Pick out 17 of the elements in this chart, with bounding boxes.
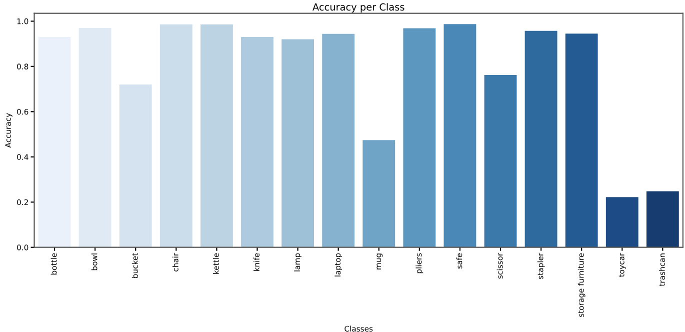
- bar: [403, 28, 436, 248]
- bar: [362, 140, 396, 248]
- bar: [484, 75, 517, 248]
- bar: [444, 24, 476, 248]
- bar: [282, 39, 314, 248]
- bar: [241, 37, 274, 248]
- bar: [78, 28, 112, 248]
- chart-title: Accuracy per Class: [312, 3, 404, 13]
- bar: [606, 197, 638, 248]
- bar: [646, 191, 679, 248]
- bar: [200, 24, 233, 248]
- bar: [322, 34, 355, 248]
- bar: [38, 37, 71, 248]
- bar: [119, 84, 152, 248]
- bar: [524, 30, 558, 248]
- bar: [160, 24, 192, 248]
- bar: [565, 34, 598, 248]
